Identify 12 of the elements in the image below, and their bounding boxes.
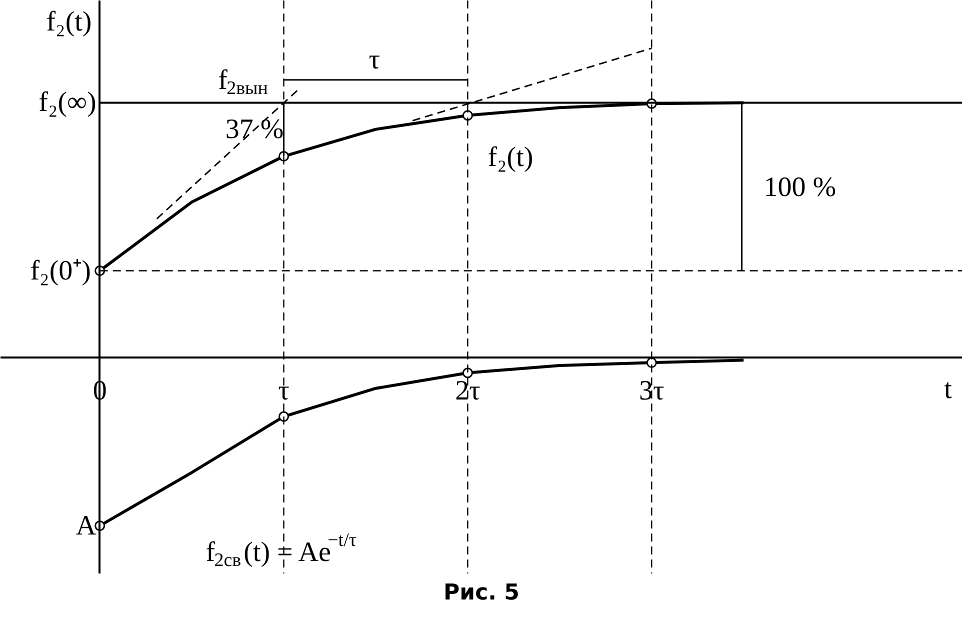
annotation: A [76, 510, 97, 542]
x-tick-label: 2τ [455, 376, 480, 407]
annotation: 37 % [225, 114, 284, 146]
y-axis-title: f₂(t) [46, 6, 92, 38]
text: Рис. 5 [444, 580, 520, 606]
annotation: f₂(0⁺) [30, 255, 91, 286]
annotation: τ [368, 44, 380, 76]
annotation: f₂(t) [488, 142, 534, 173]
annotation: f₂(∞) [38, 87, 96, 118]
x-axis-title: t [944, 374, 952, 406]
annotation: 100 % [764, 172, 836, 204]
x-tick-label: 3τ [639, 376, 664, 407]
